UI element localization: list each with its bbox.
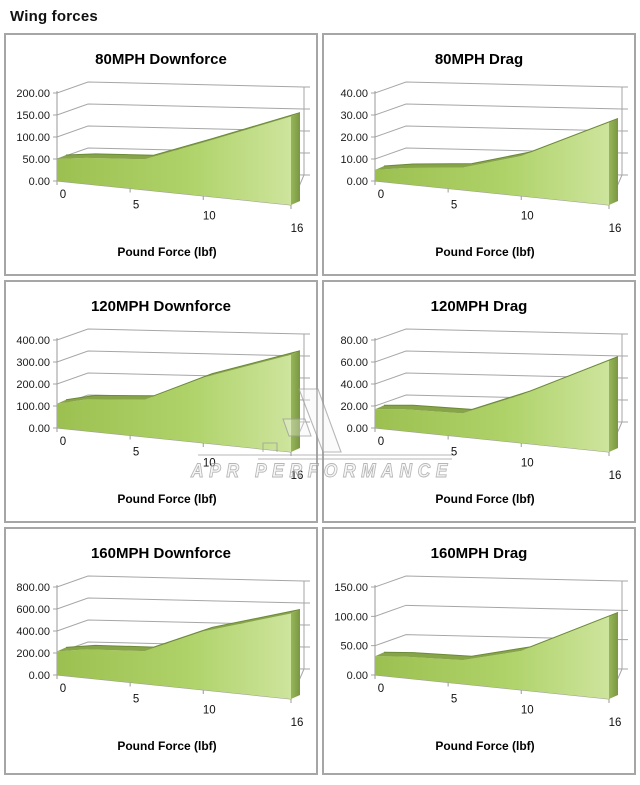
chart-title: 120MPH Downforce bbox=[90, 298, 232, 315]
area-chart-120mph-drag: 0.00 20.00 40.00 60.00 80.00 0 5 10 16 bbox=[340, 328, 628, 482]
svg-text:16: 16 bbox=[609, 470, 622, 482]
svg-text:0: 0 bbox=[60, 683, 66, 695]
svg-text:50.00: 50.00 bbox=[22, 154, 50, 166]
svg-text:400.00: 400.00 bbox=[16, 626, 50, 638]
svg-text:150.00: 150.00 bbox=[16, 110, 50, 122]
chart-title: 80MPH Drag bbox=[434, 51, 524, 68]
svg-text:10: 10 bbox=[203, 457, 216, 469]
svg-text:0.00: 0.00 bbox=[29, 670, 50, 682]
svg-text:0.00: 0.00 bbox=[347, 176, 368, 188]
chart-title: 120MPH Drag bbox=[430, 298, 528, 315]
svg-text:10: 10 bbox=[521, 457, 534, 469]
svg-text:16: 16 bbox=[291, 223, 304, 235]
page-title: Wing forces bbox=[10, 8, 98, 25]
svg-text:0: 0 bbox=[378, 436, 384, 448]
svg-text:80.00: 80.00 bbox=[340, 335, 368, 347]
svg-text:0: 0 bbox=[378, 189, 384, 201]
svg-text:400.00: 400.00 bbox=[16, 335, 50, 347]
svg-text:100.00: 100.00 bbox=[334, 611, 368, 623]
svg-text:200.00: 200.00 bbox=[16, 379, 50, 391]
svg-text:200.00: 200.00 bbox=[16, 648, 50, 660]
svg-text:16: 16 bbox=[609, 717, 622, 729]
chart-title: 160MPH Drag bbox=[430, 545, 528, 562]
x-axis-title: Pound Force (lbf) bbox=[435, 492, 535, 506]
svg-text:16: 16 bbox=[291, 717, 304, 729]
area-chart-160mph-drag: 0.00 50.00 100.00 150.00 0 5 10 16 bbox=[334, 575, 628, 729]
chart-grid: 80MPH Downforce 0.00 50.00 100.00 150.00 200… bbox=[0, 33, 640, 775]
area-chart-120mph-downforce: 0.00 100.00 200.00 300.00 400.00 0 5 10 16 bbox=[16, 328, 310, 482]
svg-text:16: 16 bbox=[291, 470, 304, 482]
svg-text:10.00: 10.00 bbox=[340, 154, 368, 166]
chart-panel-120mph-drag: 120MPH Drag 0.00 20.00 40.00 60.00 80.00 0 5 10… bbox=[322, 280, 636, 523]
svg-text:0.00: 0.00 bbox=[29, 423, 50, 435]
svg-text:40.00: 40.00 bbox=[340, 379, 368, 391]
svg-text:20.00: 20.00 bbox=[340, 401, 368, 413]
area-chart-160mph-downforce: 0.00 200.00 400.00 600.00 800.00 0 5 10 16 bbox=[16, 575, 310, 729]
svg-text:40.00: 40.00 bbox=[340, 88, 368, 100]
svg-text:10: 10 bbox=[521, 704, 534, 716]
svg-text:600.00: 600.00 bbox=[16, 604, 50, 616]
svg-text:0: 0 bbox=[378, 683, 384, 695]
svg-text:800.00: 800.00 bbox=[16, 582, 50, 594]
x-axis-title: Pound Force (lbf) bbox=[435, 739, 535, 753]
x-axis-title: Pound Force (lbf) bbox=[117, 245, 217, 259]
svg-text:150.00: 150.00 bbox=[334, 582, 368, 594]
svg-text:5: 5 bbox=[451, 447, 457, 459]
x-axis-title: Pound Force (lbf) bbox=[117, 739, 217, 753]
svg-text:0.00: 0.00 bbox=[29, 176, 50, 188]
svg-text:5: 5 bbox=[451, 694, 457, 706]
chart-title: 80MPH Downforce bbox=[95, 51, 227, 68]
chart-panel-120mph-downforce: 120MPH Downforce 0.00 100.00 200.00 300.00 4… bbox=[4, 280, 318, 523]
svg-text:10: 10 bbox=[521, 210, 534, 222]
chart-panel-160mph-drag: 160MPH Drag 0.00 50.00 100.00 150.00 0 5 10 16 … bbox=[322, 527, 636, 775]
svg-text:20.00: 20.00 bbox=[340, 132, 368, 144]
svg-text:0: 0 bbox=[60, 436, 66, 448]
chart-title: 160MPH Downforce bbox=[90, 545, 232, 562]
svg-text:0.00: 0.00 bbox=[347, 423, 368, 435]
svg-text:5: 5 bbox=[451, 200, 457, 212]
svg-text:10: 10 bbox=[203, 210, 216, 222]
svg-text:5: 5 bbox=[133, 200, 139, 212]
x-axis-title: Pound Force (lbf) bbox=[435, 245, 535, 259]
svg-text:5: 5 bbox=[133, 447, 139, 459]
chart-panel-80mph-drag: 80MPH Drag 0.00 10.00 20.00 30.00 40.00 0 5 10 1… bbox=[322, 33, 636, 276]
x-axis-title: Pound Force (lbf) bbox=[117, 492, 217, 506]
chart-panel-80mph-downforce: 80MPH Downforce 0.00 50.00 100.00 150.00 200… bbox=[4, 33, 318, 276]
area-chart-80mph-drag: 0.00 10.00 20.00 30.00 40.00 0 5 10 16 bbox=[340, 81, 628, 235]
svg-text:30.00: 30.00 bbox=[340, 110, 368, 122]
svg-text:0.00: 0.00 bbox=[347, 670, 368, 682]
svg-text:50.00: 50.00 bbox=[340, 641, 368, 653]
chart-panel-160mph-downforce: 160MPH Downforce 0.00 200.00 400.00 600.00 8… bbox=[4, 527, 318, 775]
svg-text:10: 10 bbox=[203, 704, 216, 716]
svg-text:200.00: 200.00 bbox=[16, 88, 50, 100]
svg-text:0: 0 bbox=[60, 189, 66, 201]
svg-text:5: 5 bbox=[133, 694, 139, 706]
svg-text:300.00: 300.00 bbox=[16, 357, 50, 369]
svg-text:100.00: 100.00 bbox=[16, 132, 50, 144]
svg-text:60.00: 60.00 bbox=[340, 357, 368, 369]
svg-text:16: 16 bbox=[609, 223, 622, 235]
area-chart-80mph-downforce: 0.00 50.00 100.00 150.00 200.00 0 5 10 16 bbox=[16, 81, 310, 235]
svg-text:100.00: 100.00 bbox=[16, 401, 50, 413]
